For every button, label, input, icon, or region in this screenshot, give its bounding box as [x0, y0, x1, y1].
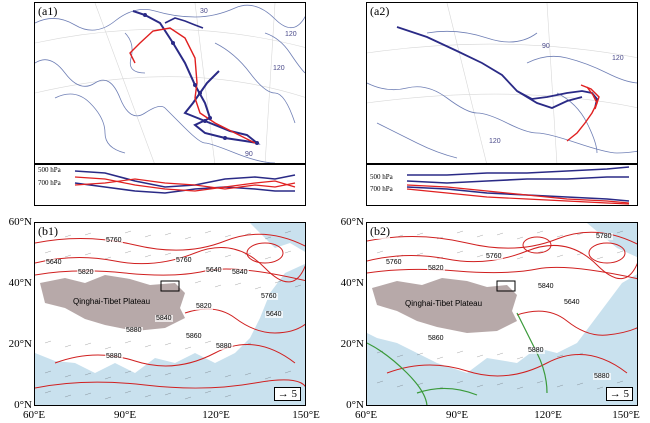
panel-a2-svg — [367, 3, 637, 163]
b1-plateau-shape — [40, 275, 185, 331]
b2-contour-label: 5820 — [427, 265, 445, 272]
b2-x-tick: 90°E — [445, 409, 469, 421]
b2-contour-label: 5760 — [485, 253, 503, 260]
b1-contour-label: 5880 — [105, 353, 123, 360]
b1-contour-label: 5640 — [205, 267, 223, 274]
b1-x-tick: 120°E — [202, 409, 230, 421]
b2-y-tick: 0°N — [346, 399, 364, 411]
a1-grid-label-3: 120 — [273, 65, 285, 72]
b2-vector-legend: → 5 — [605, 387, 633, 401]
panel-a1-profile-svg — [74, 170, 296, 194]
b1-contour-label: 5760 — [105, 237, 123, 244]
a1-grid-label-1: 30 — [200, 8, 208, 15]
b2-plateau-label: Qinghai-Tibet Plateau — [405, 299, 483, 308]
panel-a1-label: (a1) — [38, 4, 58, 18]
b1-ocean — [35, 263, 305, 405]
b2-x-tick: 60°E — [354, 409, 378, 421]
b1-contour-label: 5860 — [185, 333, 203, 340]
panel-b2-svg — [367, 223, 637, 405]
panel-a1-svg — [35, 3, 305, 163]
b1-x-tick: 60°E — [22, 409, 46, 421]
b1-contour-label: 5760 — [260, 293, 278, 300]
b2-ocean — [367, 274, 637, 405]
b2-contour-label: 5780 — [595, 233, 613, 240]
b1-study-area-box — [160, 280, 180, 292]
b1-contour-label: 5820 — [77, 269, 95, 276]
b2-plateau-shape — [372, 278, 517, 333]
a1-level-700: 700 hPa — [38, 179, 61, 187]
b2-y-tick: 40°N — [340, 277, 364, 289]
b2-legend-value: 5 — [623, 388, 630, 400]
panel-a2-label: (a2) — [370, 4, 390, 18]
b1-contour-label: 5840 — [231, 269, 249, 276]
panel-b2-map: (b2) Qinghai-Tibet Plateau 5780 5760 5 — [366, 222, 638, 406]
b1-contour-label: 5760 — [175, 257, 193, 264]
a2-grid-label-1: 90 — [542, 43, 550, 50]
panel-a2-map: (a2) 90 120 120 — [366, 2, 638, 164]
a2-grid-label-3: 120 — [489, 138, 501, 145]
b2-contour-label: 5880 — [593, 373, 611, 380]
b1-contour-label: 5880 — [125, 327, 143, 334]
b1-contour-label: 5880 — [215, 343, 233, 350]
b1-contour-label: 5640 — [265, 311, 283, 318]
panel-a1-profile: 500 hPa 700 hPa — [34, 164, 306, 206]
b1-contour-label: 5840 — [155, 315, 173, 322]
a1-level-500: 500 hPa — [38, 166, 61, 174]
b2-legend-arrow: → — [609, 388, 621, 400]
b2-contour-label: 5640 — [563, 299, 581, 306]
b2-x-tick: 120°E — [534, 409, 562, 421]
b1-y-tick: 0°N — [14, 399, 32, 411]
b1-vector-legend: → 5 — [273, 387, 301, 401]
b2-contour-label: 5880 — [527, 347, 545, 354]
a2-level-500: 500 hPa — [370, 173, 393, 181]
panel-b1-map: (b1) Qinghai-Tibet Plateau 5760 5640 — [34, 222, 306, 406]
b1-y-tick: 20°N — [8, 338, 32, 350]
a1-trajectory-markers — [143, 13, 259, 145]
panel-a2-profile: 500 hPa 700 hPa — [366, 164, 638, 206]
panel-b1-label: (b1) — [38, 224, 58, 239]
a2-level-700: 700 hPa — [370, 185, 393, 193]
b2-contour-label: 5760 — [385, 259, 403, 266]
a1-grid-label-2: 120 — [285, 31, 297, 38]
b1-legend-value: 5 — [291, 388, 298, 400]
b1-plateau-label: Qinghai-Tibet Plateau — [73, 297, 151, 306]
b2-y-tick: 60°N — [340, 216, 364, 228]
b2-x-tick: 150°E — [612, 409, 640, 421]
panel-a2-profile-svg — [406, 166, 630, 205]
b1-legend-arrow: → — [277, 388, 289, 400]
b1-x-tick: 150°E — [292, 409, 320, 421]
panel-b2-label: (b2) — [370, 224, 390, 239]
a2-grid-label-2: 120 — [612, 55, 624, 62]
b1-y-tick: 60°N — [8, 216, 32, 228]
b2-contour-label: 5840 — [537, 283, 555, 290]
b2-contour-label: 5860 — [427, 335, 445, 342]
b2-y-tick: 20°N — [340, 338, 364, 350]
a1-grid-label-4: 90 — [245, 151, 253, 158]
b1-x-tick: 90°E — [113, 409, 137, 421]
b2-study-area-box — [496, 280, 516, 292]
b1-contour-label: 5820 — [195, 303, 213, 310]
b1-y-tick: 40°N — [8, 277, 32, 289]
panel-a1-map: (a1) 30 120 120 90 — [34, 2, 306, 164]
b1-contour-label: 5640 — [45, 259, 63, 266]
